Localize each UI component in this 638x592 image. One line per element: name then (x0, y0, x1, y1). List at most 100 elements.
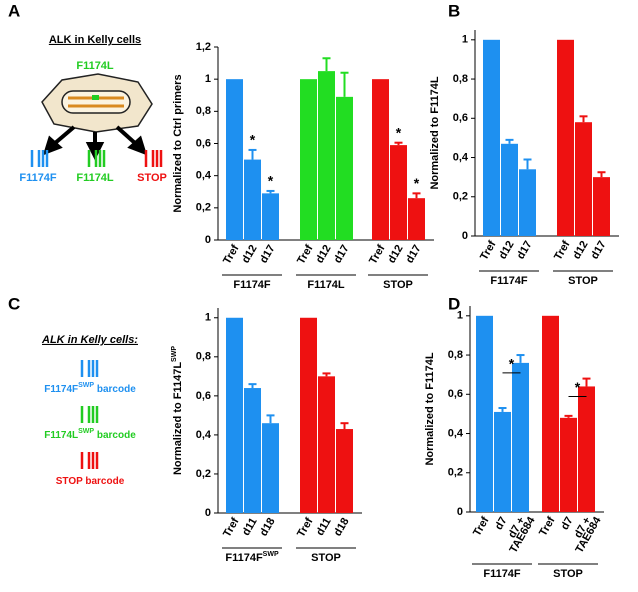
bar (575, 122, 592, 236)
label-text: F1174F (225, 552, 263, 564)
bar (372, 79, 389, 241)
arrows (42, 125, 148, 161)
y-tick-label: 0,6 (196, 390, 211, 402)
bar (512, 362, 529, 512)
y-axis-label: Normalized to F1147LSWP (171, 346, 184, 475)
x-tick-label: d18 (332, 516, 352, 538)
significance: * (414, 175, 420, 191)
y-tick-label: 0,4 (196, 429, 212, 441)
mutation-label: F1174L (76, 60, 114, 72)
bar (262, 423, 279, 513)
y-tick-label: 0,6 (448, 388, 463, 400)
y-tick-label: 0,6 (196, 137, 211, 149)
barcode-label: F1174FSWP barcode (44, 382, 136, 395)
label-text: F1174L (307, 279, 345, 291)
x-tick-label: d17 (332, 243, 352, 265)
label-text: barcode (94, 384, 136, 395)
barcode-label: F1174L (76, 172, 114, 184)
label-text: Normalized to F1174L (424, 352, 436, 465)
mutation-site (92, 95, 99, 100)
bar (593, 177, 610, 236)
y-tick-label: 1 (205, 73, 211, 85)
barcode-label: F1174LSWP barcode (44, 428, 136, 441)
bar (336, 96, 353, 240)
bar (226, 317, 243, 513)
y-tick-label: 0,4 (448, 427, 464, 439)
bar (494, 411, 511, 512)
y-tick-label: 0,6 (453, 112, 468, 124)
y-axis-label: Normalized to F1174L (429, 76, 441, 189)
x-tick-label: d12 (386, 243, 406, 265)
bar (560, 417, 577, 512)
x-tick-label: d18 (258, 516, 278, 538)
significance: * (396, 124, 402, 140)
y-tick-label: 0,2 (196, 202, 211, 214)
y-tick-label: 0,8 (448, 349, 463, 361)
y-tick-label: 0,8 (453, 73, 468, 85)
x-tick-label: d7 (493, 515, 510, 532)
x-tick-label: Tref (478, 239, 499, 263)
barcodes: F1174F F1174L STOP (19, 150, 167, 184)
y-tick-label: 0,2 (196, 468, 211, 480)
y-tick-label: 0,2 (453, 191, 468, 203)
group-label: STOP (383, 279, 413, 291)
bar (300, 317, 317, 513)
label-text: STOP barcode (56, 476, 125, 487)
x-tick-label: Tref (367, 243, 388, 267)
label-text: barcode (94, 430, 136, 441)
label-text: F1174L (44, 430, 78, 441)
group-label: STOP (311, 552, 341, 564)
y-tick-label: 0 (205, 234, 211, 246)
group-label: F1174F (483, 568, 521, 580)
label-sup: SWP (78, 382, 94, 389)
significance: * (509, 356, 515, 372)
group-label: F1174L (307, 279, 345, 291)
panel-label: C (8, 294, 20, 313)
diagram-title: ALK in Kelly cells (49, 34, 141, 46)
label-text: Normalized to F1147L (172, 362, 184, 475)
bar (318, 71, 335, 240)
label-sup: SWP (263, 551, 279, 558)
bar (483, 39, 500, 236)
label-text: F1174F (483, 568, 521, 580)
bar (336, 429, 353, 513)
bar (578, 386, 595, 512)
y-axis-label: Normalized to Ctrl primers (172, 74, 184, 212)
label-text: Normalized to F1174L (429, 76, 441, 189)
panel-label: B (448, 1, 460, 20)
x-tick-label: Tref (221, 243, 242, 267)
x-tick-label: Tref (221, 516, 242, 540)
y-tick-label: 0,8 (196, 105, 211, 117)
x-tick-label: Tref (295, 516, 316, 540)
bar (519, 169, 536, 236)
y-axis-label: Normalized to F1174L (424, 352, 436, 465)
bar (244, 159, 261, 240)
bar (476, 315, 493, 512)
significance: * (575, 379, 581, 395)
x-tick-label: d12 (497, 239, 517, 261)
x-tick-label: Tref (471, 515, 492, 539)
y-tick-label: 1 (457, 310, 463, 322)
label-text: STOP (383, 279, 413, 291)
barcode-label: STOP (137, 172, 167, 184)
y-tick-label: 0 (457, 506, 463, 518)
x-tick-label: d11 (314, 516, 334, 538)
y-tick-label: 0,8 (196, 351, 211, 363)
label-text: F1174F (490, 275, 528, 287)
label-text: Normalized to Ctrl primers (172, 74, 184, 212)
label-text: STOP (568, 275, 598, 287)
y-tick-label: 0,4 (196, 170, 212, 182)
x-tick-label: d11 (240, 516, 260, 538)
x-tick-label: d17 (404, 243, 424, 265)
barcode-label: F1174F (19, 172, 57, 184)
bar (557, 39, 574, 236)
x-tick-label: d12 (314, 243, 334, 265)
panel-label: D (448, 294, 460, 313)
bar (300, 79, 317, 241)
bar (244, 388, 261, 513)
x-tick-label: Tref (552, 239, 573, 263)
y-tick-label: 1,2 (196, 41, 211, 53)
bar (542, 315, 559, 512)
group-label: STOP (568, 275, 598, 287)
